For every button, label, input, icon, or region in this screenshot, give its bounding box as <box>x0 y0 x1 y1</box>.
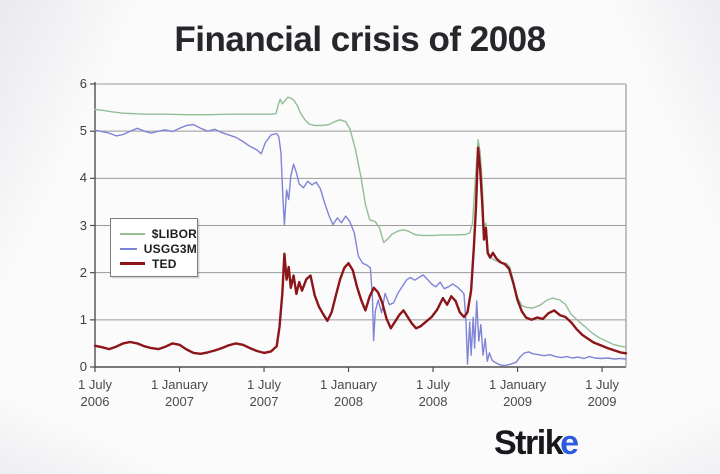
usgg3m-line-swatch <box>120 247 137 250</box>
chart-legend: $LIBOR USGG3M TED <box>110 218 198 277</box>
strike-logo-k: k <box>544 424 564 462</box>
ted-line-swatch <box>120 262 145 265</box>
x-tick-label: 1 July 2007 <box>247 377 281 409</box>
x-tick-label: 1 July 2008 <box>416 377 451 409</box>
y-tick-label: 1 <box>79 311 87 327</box>
series-line-usgg3m <box>94 123 627 367</box>
series-line-libor <box>94 96 627 348</box>
x-tick-label: 1 July 2009 <box>585 377 620 409</box>
legend-item-ted: TED <box>120 256 197 271</box>
page-title: Financial crisis of 2008 <box>174 20 546 59</box>
legend-item-usgg3m: USGG3M <box>120 241 197 256</box>
y-tick-label: 5 <box>79 123 87 139</box>
strike-logo-text: Stri <box>494 424 546 462</box>
legend-label: USGG3M <box>143 241 197 256</box>
strike-logo-e-accent: e <box>560 424 579 462</box>
y-tick-label: 0 <box>79 359 87 374</box>
y-tick-label: 3 <box>79 217 87 233</box>
legend-label: $LIBOR <box>151 226 197 241</box>
x-tick-label: 1 July 2006 <box>78 377 112 409</box>
y-tick-label: 4 <box>79 170 87 186</box>
x-tick-label: 1 January 2008 <box>319 377 378 409</box>
y-tick-label: 6 <box>79 76 87 91</box>
series-line-ted <box>93 146 628 355</box>
strike-logo: Strike <box>494 424 579 463</box>
legend-label: TED <box>152 256 177 271</box>
y-tick-label: 2 <box>79 264 87 280</box>
x-tick-label: 1 January 2009 <box>488 377 547 409</box>
libor-line-swatch <box>120 232 145 235</box>
x-tick-label: 1 January 2007 <box>150 377 209 409</box>
legend-item-libor: $LIBOR <box>120 226 197 241</box>
